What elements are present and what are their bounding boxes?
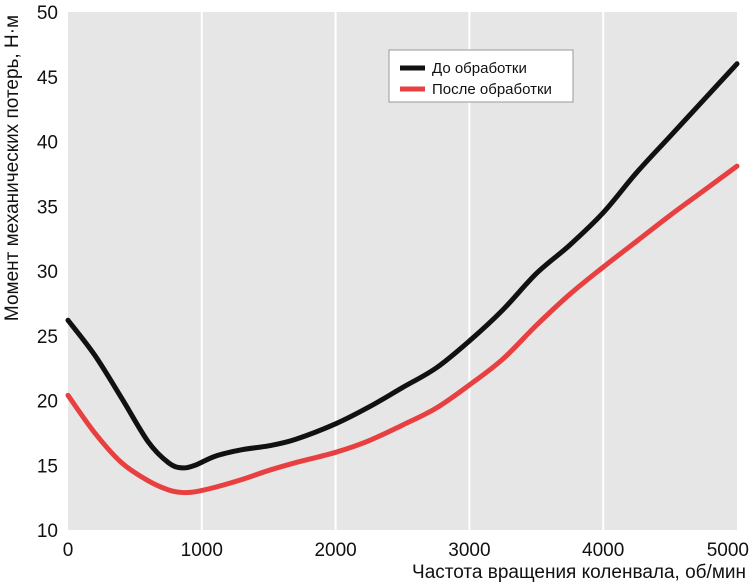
legend-label-after: После обработки — [432, 81, 552, 98]
y-tick-label: 15 — [37, 456, 58, 477]
series-line-1 — [65, 163, 740, 496]
y-axis-title: Момент механических потерь, Н·м — [2, 15, 23, 321]
x-tick-label: 1000 — [181, 540, 223, 561]
y-tick-label: 30 — [37, 262, 58, 283]
x-tick-label: 5000 — [707, 540, 749, 561]
series-line-0 — [65, 61, 740, 471]
x-tick-label: 4000 — [582, 540, 624, 561]
x-tick-label: 3000 — [448, 540, 490, 561]
y-tick-label: 10 — [37, 521, 58, 542]
legend-label-before: До обработки — [432, 60, 527, 77]
legend: До обработки После обработки — [388, 49, 574, 103]
x-axis-title: Частота вращения коленвала, об/мин — [412, 562, 746, 582]
y-tick-label: 35 — [37, 197, 58, 218]
y-tick-label: 25 — [37, 327, 58, 348]
y-tick-label: 50 — [37, 3, 58, 24]
y-tick-label: 20 — [37, 392, 58, 413]
x-axis: 0 1000 2000 3000 4000 5000 — [63, 540, 749, 561]
series-lines — [65, 61, 740, 496]
x-tick-label: 0 — [63, 540, 74, 561]
y-axis: 10 15 20 25 30 35 40 45 50 — [37, 3, 58, 542]
y-tick-label: 40 — [37, 133, 58, 154]
y-tick-label: 45 — [37, 68, 58, 89]
legend-box — [388, 49, 574, 103]
x-tick-label: 2000 — [314, 540, 356, 561]
